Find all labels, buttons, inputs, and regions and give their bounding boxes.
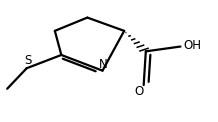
Text: OH: OH — [183, 39, 201, 52]
Text: O: O — [135, 85, 144, 98]
Text: N: N — [99, 57, 108, 71]
Text: S: S — [24, 55, 31, 67]
